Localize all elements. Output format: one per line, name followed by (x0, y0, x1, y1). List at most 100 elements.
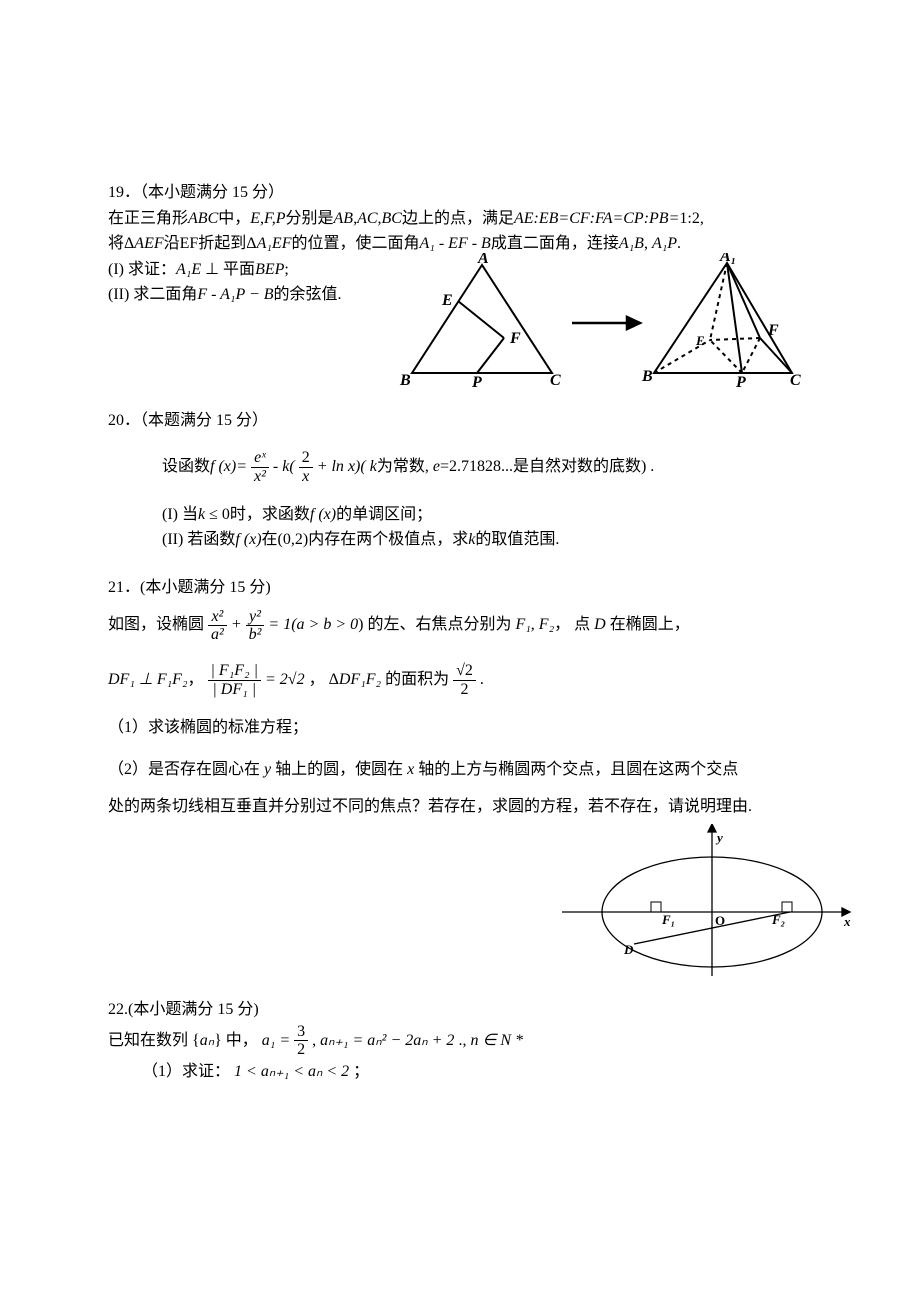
t: （2）是否存在圆心在 (108, 761, 264, 778)
fx: f (x)= (210, 458, 247, 475)
ineq: 1 < aₙ₊₁ < aₙ < 2 (234, 1063, 349, 1080)
q21-line1: 如图，设椭圆 x²a² + y²b² = 1(a > b > 0) 的左、右焦点… (108, 606, 812, 644)
q20-part1: (I) 当k ≤ 0时，求函数f (x)的单调区间； (108, 502, 812, 528)
t: ， 点 (554, 616, 594, 633)
plus-ln: + ln (317, 458, 348, 475)
t: ≤ 0时，求函数 (205, 506, 310, 523)
svg-text:x: x (843, 914, 851, 929)
t: 在(0,2)内存在两个极值点，求 (262, 531, 469, 548)
t: (II) 若函数 (162, 531, 235, 548)
q20-line1: 设函数f (x)= eˣx² - k( 2x + ln x)( k为常数, e=… (108, 449, 812, 485)
period: . (677, 235, 681, 252)
q19-svg: A B C E F P (392, 253, 812, 393)
a1e: A₁E (176, 261, 201, 278)
q21-part2b: 处的两条切线相互垂直并分别过不同的焦点？若存在，求圆的方程，若不存在，请说明理由… (108, 794, 812, 820)
df1perp: DF₁ ⊥ F₁F₂ (108, 671, 188, 688)
comma: , (312, 1031, 320, 1048)
t: 中， (218, 210, 250, 227)
a1b: A₁B (619, 235, 644, 252)
t: 成直二面角，连接 (491, 235, 619, 252)
q21-part1: （1）求该椭圆的标准方程； (108, 715, 812, 741)
ratioval: 1:2, (679, 210, 703, 227)
eval: =2.71828...是自然对数的底数) . (440, 458, 654, 475)
svg-text:E: E (695, 333, 705, 348)
q20-part2: (II) 若函数f (x)在(0,2)内存在两个极值点，求k的取值范围. (108, 527, 812, 553)
rec: aₙ₊₁ = aₙ² − 2aₙ + 2 (320, 1031, 454, 1048)
a1: a₁ = (262, 1031, 294, 1048)
k: k( (282, 458, 294, 475)
abc: ABC (188, 210, 218, 227)
frac-3-2: 32 (294, 1023, 308, 1059)
comma: ， (188, 671, 208, 688)
svg-text:P: P (471, 374, 482, 391)
t: (I) 求证： (108, 261, 176, 278)
q21-line2: DF₁ ⊥ F₁F₂， | F₁F₂ || DF₁ | = 2√2 ， ΔDF₁… (108, 661, 812, 699)
df1f2: DF₁F₂ (339, 671, 381, 688)
efp: E,F,P (250, 210, 285, 227)
q21-header: 21．(本小题满分 15 分) (108, 575, 812, 601)
eq-2rt2: = 2√2 (265, 671, 305, 688)
t: 边上的点，满足 (402, 210, 514, 227)
ratio: AE:EB=CF:FA=CP:PB= (514, 210, 679, 227)
e: e (433, 458, 440, 475)
frac-ex-x2: eˣx² (251, 449, 269, 485)
t: ； (349, 1063, 369, 1080)
svg-text:O: O (715, 913, 725, 928)
svg-text:E: E (441, 292, 453, 309)
bep: BEP (255, 261, 284, 278)
ab: a > b > 0 (297, 616, 359, 633)
q22-header: 22.(本小题满分 15 分) (108, 997, 812, 1023)
an: aₙ (200, 1031, 214, 1048)
eq1: = 1( (268, 616, 296, 633)
q22-line1: 已知在数列 {aₙ} 中， a₁ = 32 , aₙ₊₁ = aₙ² − 2aₙ… (108, 1023, 812, 1059)
a1ef: A₁EF (257, 235, 292, 252)
t: 的单调区间； (336, 506, 432, 523)
fx: f (x) (235, 531, 261, 548)
fa1pb: F - A₁P − B (197, 286, 273, 303)
t: 沿EF折起到Δ (164, 235, 257, 252)
minus: - (273, 458, 282, 475)
t: (I) 当 (162, 506, 198, 523)
t: 设函数 (162, 458, 210, 475)
frac-rt2-2: √22 (453, 662, 476, 698)
t: 在正三角形 (108, 210, 188, 227)
q19-header: 19．（本小题满分 15 分） (108, 180, 812, 206)
comma: , (644, 235, 652, 252)
t: 将Δ (108, 235, 134, 252)
frac-2-x: 2x (299, 449, 313, 485)
close: ) 的左、右焦点分别为 (358, 616, 515, 633)
t: 的位置，使二面角 (291, 235, 419, 252)
abacbc: AB,AC,BC (334, 210, 402, 227)
q19-figures: A B C E F P (392, 253, 812, 398)
svg-text:F₂: F₂ (771, 912, 785, 927)
svg-text:B: B (641, 368, 653, 385)
frac-f1f2-df1: | F₁F₂ || DF₁ | (208, 662, 261, 698)
svg-text:A₁: A₁ (719, 253, 736, 265)
svg-text:P: P (735, 374, 746, 391)
period: . (480, 671, 484, 688)
t: } 中， (214, 1031, 262, 1048)
q21-part2a: （2）是否存在圆心在 y 轴上的圆，使圆在 x 轴的上方与椭圆两个交点，且圆在这… (108, 757, 812, 783)
t: 轴上的圆，使圆在 (271, 761, 407, 778)
q20-header: 20．（本题满分 15 分） (108, 408, 812, 434)
t: 如图，设椭圆 (108, 616, 208, 633)
svg-text:D: D (623, 942, 634, 957)
svg-text:F: F (767, 322, 779, 339)
q19-line1: 在正三角形ABC中，E,F,P分别是AB,AC,BC边上的点，满足AE:EB=C… (108, 206, 812, 232)
area: 的面积为 (381, 671, 453, 688)
t: 已知在数列 { (108, 1031, 200, 1048)
f1f2: F₁, F₂ (515, 616, 554, 633)
svg-text:F: F (509, 330, 521, 347)
kconst: k (366, 458, 377, 475)
q21-figure: y x O F₁ F₂ D (108, 824, 852, 989)
const: 为常数, (377, 458, 433, 475)
svg-text:C: C (550, 372, 561, 389)
fx: f (x) (310, 506, 336, 523)
t: 的余弦值. (274, 286, 342, 303)
frac-y2b2: y²b² (246, 608, 265, 644)
a1p: A₁P (652, 235, 677, 252)
nN: n ∈ N * (470, 1031, 523, 1048)
t: ⊥ 平面 (201, 261, 255, 278)
svg-text:F₁: F₁ (661, 912, 675, 927)
comma2: ， Δ (305, 671, 339, 688)
